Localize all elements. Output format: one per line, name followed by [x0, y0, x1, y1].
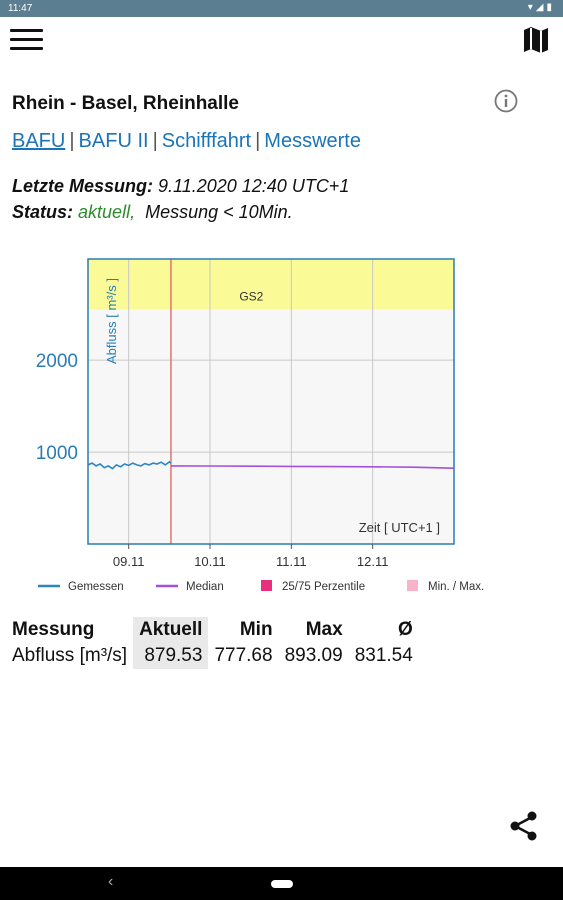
col-header-max: Max — [305, 619, 343, 640]
x-tick-label: 12.11 — [357, 554, 389, 569]
x-tick-label: 11.11 — [276, 554, 307, 569]
status-value: aktuell, — [78, 202, 136, 222]
values-table: Messung Aktuell Min Max Ø Abfluss [m³/s]… — [10, 617, 419, 669]
status-line: Status: aktuell, Messung < 10Min. — [12, 202, 293, 223]
col-header-aktuell: Aktuell — [133, 617, 209, 643]
discharge-chart: GS2 1000 2000 09.11 10.11 11.11 12.11 Abfluss [… — [0, 240, 563, 610]
cell-min: 777.68 — [214, 645, 273, 666]
link-schifffahrt[interactable]: Schifffahrt — [161, 130, 252, 152]
y-tick-label: 2000 — [36, 351, 78, 372]
status-bar: 11:47 ▾◢▮ — [0, 0, 563, 17]
x-axis-label: Zeit [ UTC+1 ] — [359, 520, 440, 535]
station-title: Rhein - Basel, Rheinhalle — [12, 93, 239, 114]
link-separator: | — [255, 130, 261, 152]
status-label: Status: — [12, 202, 74, 222]
last-measurement-label: Letzte Messung: — [12, 176, 154, 196]
info-icon[interactable] — [494, 89, 518, 113]
source-links: BAFU | BAFU II | Schifffahrt | Messwerte — [12, 130, 361, 153]
map-icon[interactable] — [521, 25, 551, 55]
link-messwerte[interactable]: Messwerte — [264, 130, 361, 152]
cell-parameter: Abfluss [m³/s] — [12, 645, 128, 666]
link-separator: | — [69, 130, 75, 152]
col-header-avg: Ø — [398, 619, 413, 640]
series-line-1 — [170, 465, 455, 469]
link-bafu[interactable]: BAFU — [12, 130, 66, 152]
chart-svg: GS2 1000 2000 09.11 10.11 11.11 12.11 Abfluss [… — [36, 258, 484, 593]
link-separator: | — [152, 130, 158, 152]
gs2-band — [88, 259, 454, 310]
x-tick-label: 09.11 — [113, 554, 145, 569]
last-measurement-value: 9.11.2020 12:40 UTC+1 — [158, 176, 350, 196]
band-label: GS2 — [239, 290, 263, 304]
y-tick-label: 1000 — [36, 443, 78, 464]
cell-avg: 831.54 — [354, 645, 413, 666]
col-header-messung: Messung — [12, 619, 95, 640]
legend-label-3: Min. / Max. — [428, 581, 484, 593]
back-icon[interactable]: ‹ — [108, 873, 114, 890]
clock: 11:47 — [8, 3, 33, 14]
status-icons: ▾◢▮ — [527, 2, 555, 13]
series-line-0 — [87, 460, 172, 470]
legend-label-0: Gemessen — [68, 581, 124, 593]
navigation-bar: ‹ — [0, 867, 563, 900]
table-row: Abfluss [m³/s] 879.53 777.68 893.09 831.… — [10, 643, 419, 669]
plot-frame — [87, 258, 455, 545]
legend-swatch-3 — [407, 580, 418, 591]
legend-label-1: Median — [186, 581, 224, 593]
col-header-min: Min — [239, 619, 273, 640]
home-icon[interactable] — [271, 880, 293, 888]
y-axis-label: Abfluss [ m³/s ] — [104, 278, 119, 364]
x-tick-label: 10.11 — [194, 554, 226, 569]
cell-max: 893.09 — [284, 645, 343, 666]
last-measurement: Letzte Messung: 9.11.2020 12:40 UTC+1 — [12, 176, 349, 197]
legend-swatch-2 — [261, 580, 272, 591]
legend-label-2: 25/75 Perzentile — [282, 581, 365, 593]
cell-aktuell: 879.53 — [133, 643, 209, 669]
status-detail: Messung < 10Min. — [145, 202, 293, 222]
link-bafu-ii[interactable]: BAFU II — [78, 130, 149, 152]
app-bar — [0, 17, 563, 65]
share-icon[interactable] — [506, 808, 542, 844]
table-header-row: Messung Aktuell Min Max Ø — [10, 617, 419, 643]
menu-icon[interactable] — [10, 27, 44, 55]
